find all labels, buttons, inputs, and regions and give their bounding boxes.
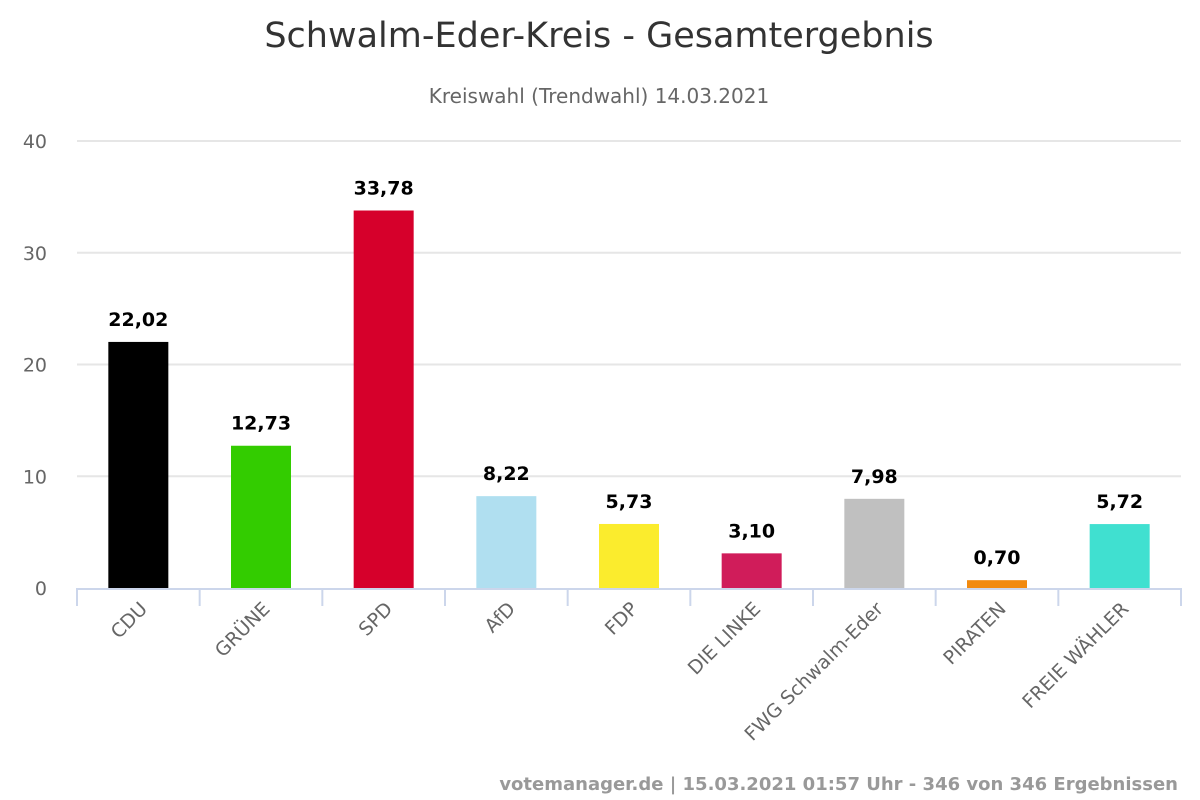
x-tick-label: FDP [601,598,643,640]
x-tick-label: GRÜNE [210,597,274,661]
bar-fdp[interactable] [599,523,659,588]
bar-freie-w-hler[interactable] [1089,524,1150,588]
y-tick-label: 30 [23,243,47,265]
bar-spd[interactable] [353,210,414,589]
gridlines [77,140,1181,478]
data-label: 3,10 [728,520,775,542]
data-label: 33,78 [354,178,414,200]
x-tick-label: AfD [481,598,520,637]
bar-cdu[interactable] [108,341,169,588]
y-tick-label: 40 [23,131,47,153]
x-tick-label: FREIE WÄHLER [1018,597,1134,713]
data-label: 0,70 [974,547,1021,569]
data-label: 8,22 [483,463,530,485]
bars: 22,02 12,73 33,78 8,22 5,73 3,10 7,98 0,70 5,72 [108,178,1150,589]
y-tick-label: 10 [23,466,47,488]
y-tick-label: 20 [23,355,47,377]
x-tick-label: DIE LINKE [684,598,765,679]
data-label: 5,73 [606,491,653,513]
bar-fwg-schwalm-eder[interactable] [844,498,905,588]
y-axis: 0 10 20 30 40 [23,131,47,600]
data-label: 22,02 [108,309,168,331]
bar-die-linke[interactable] [721,553,782,588]
data-label: 7,98 [851,466,898,488]
bar-afd[interactable] [476,496,537,588]
credits[interactable]: votemanager.de | 15.03.2021 01:57 Uhr - … [499,774,1178,795]
x-tick-label: PIRATEN [939,598,1010,669]
chart-subtitle: Kreiswahl (Trendwahl) 14.03.2021 [429,84,769,108]
bar-piraten[interactable] [967,580,1027,588]
bar-gr-ne[interactable] [231,445,291,588]
x-tick-label: FWG Schwalm-Eder [740,598,888,746]
x-tick-label: SPD [355,598,398,641]
chart-title: Schwalm-Eder-Kreis - Gesamtergebnis [264,16,933,56]
y-tick-label: 0 [35,578,47,600]
data-label: 5,72 [1096,491,1143,513]
x-tick-label: CDU [107,598,152,643]
data-label: 12,73 [231,413,291,435]
